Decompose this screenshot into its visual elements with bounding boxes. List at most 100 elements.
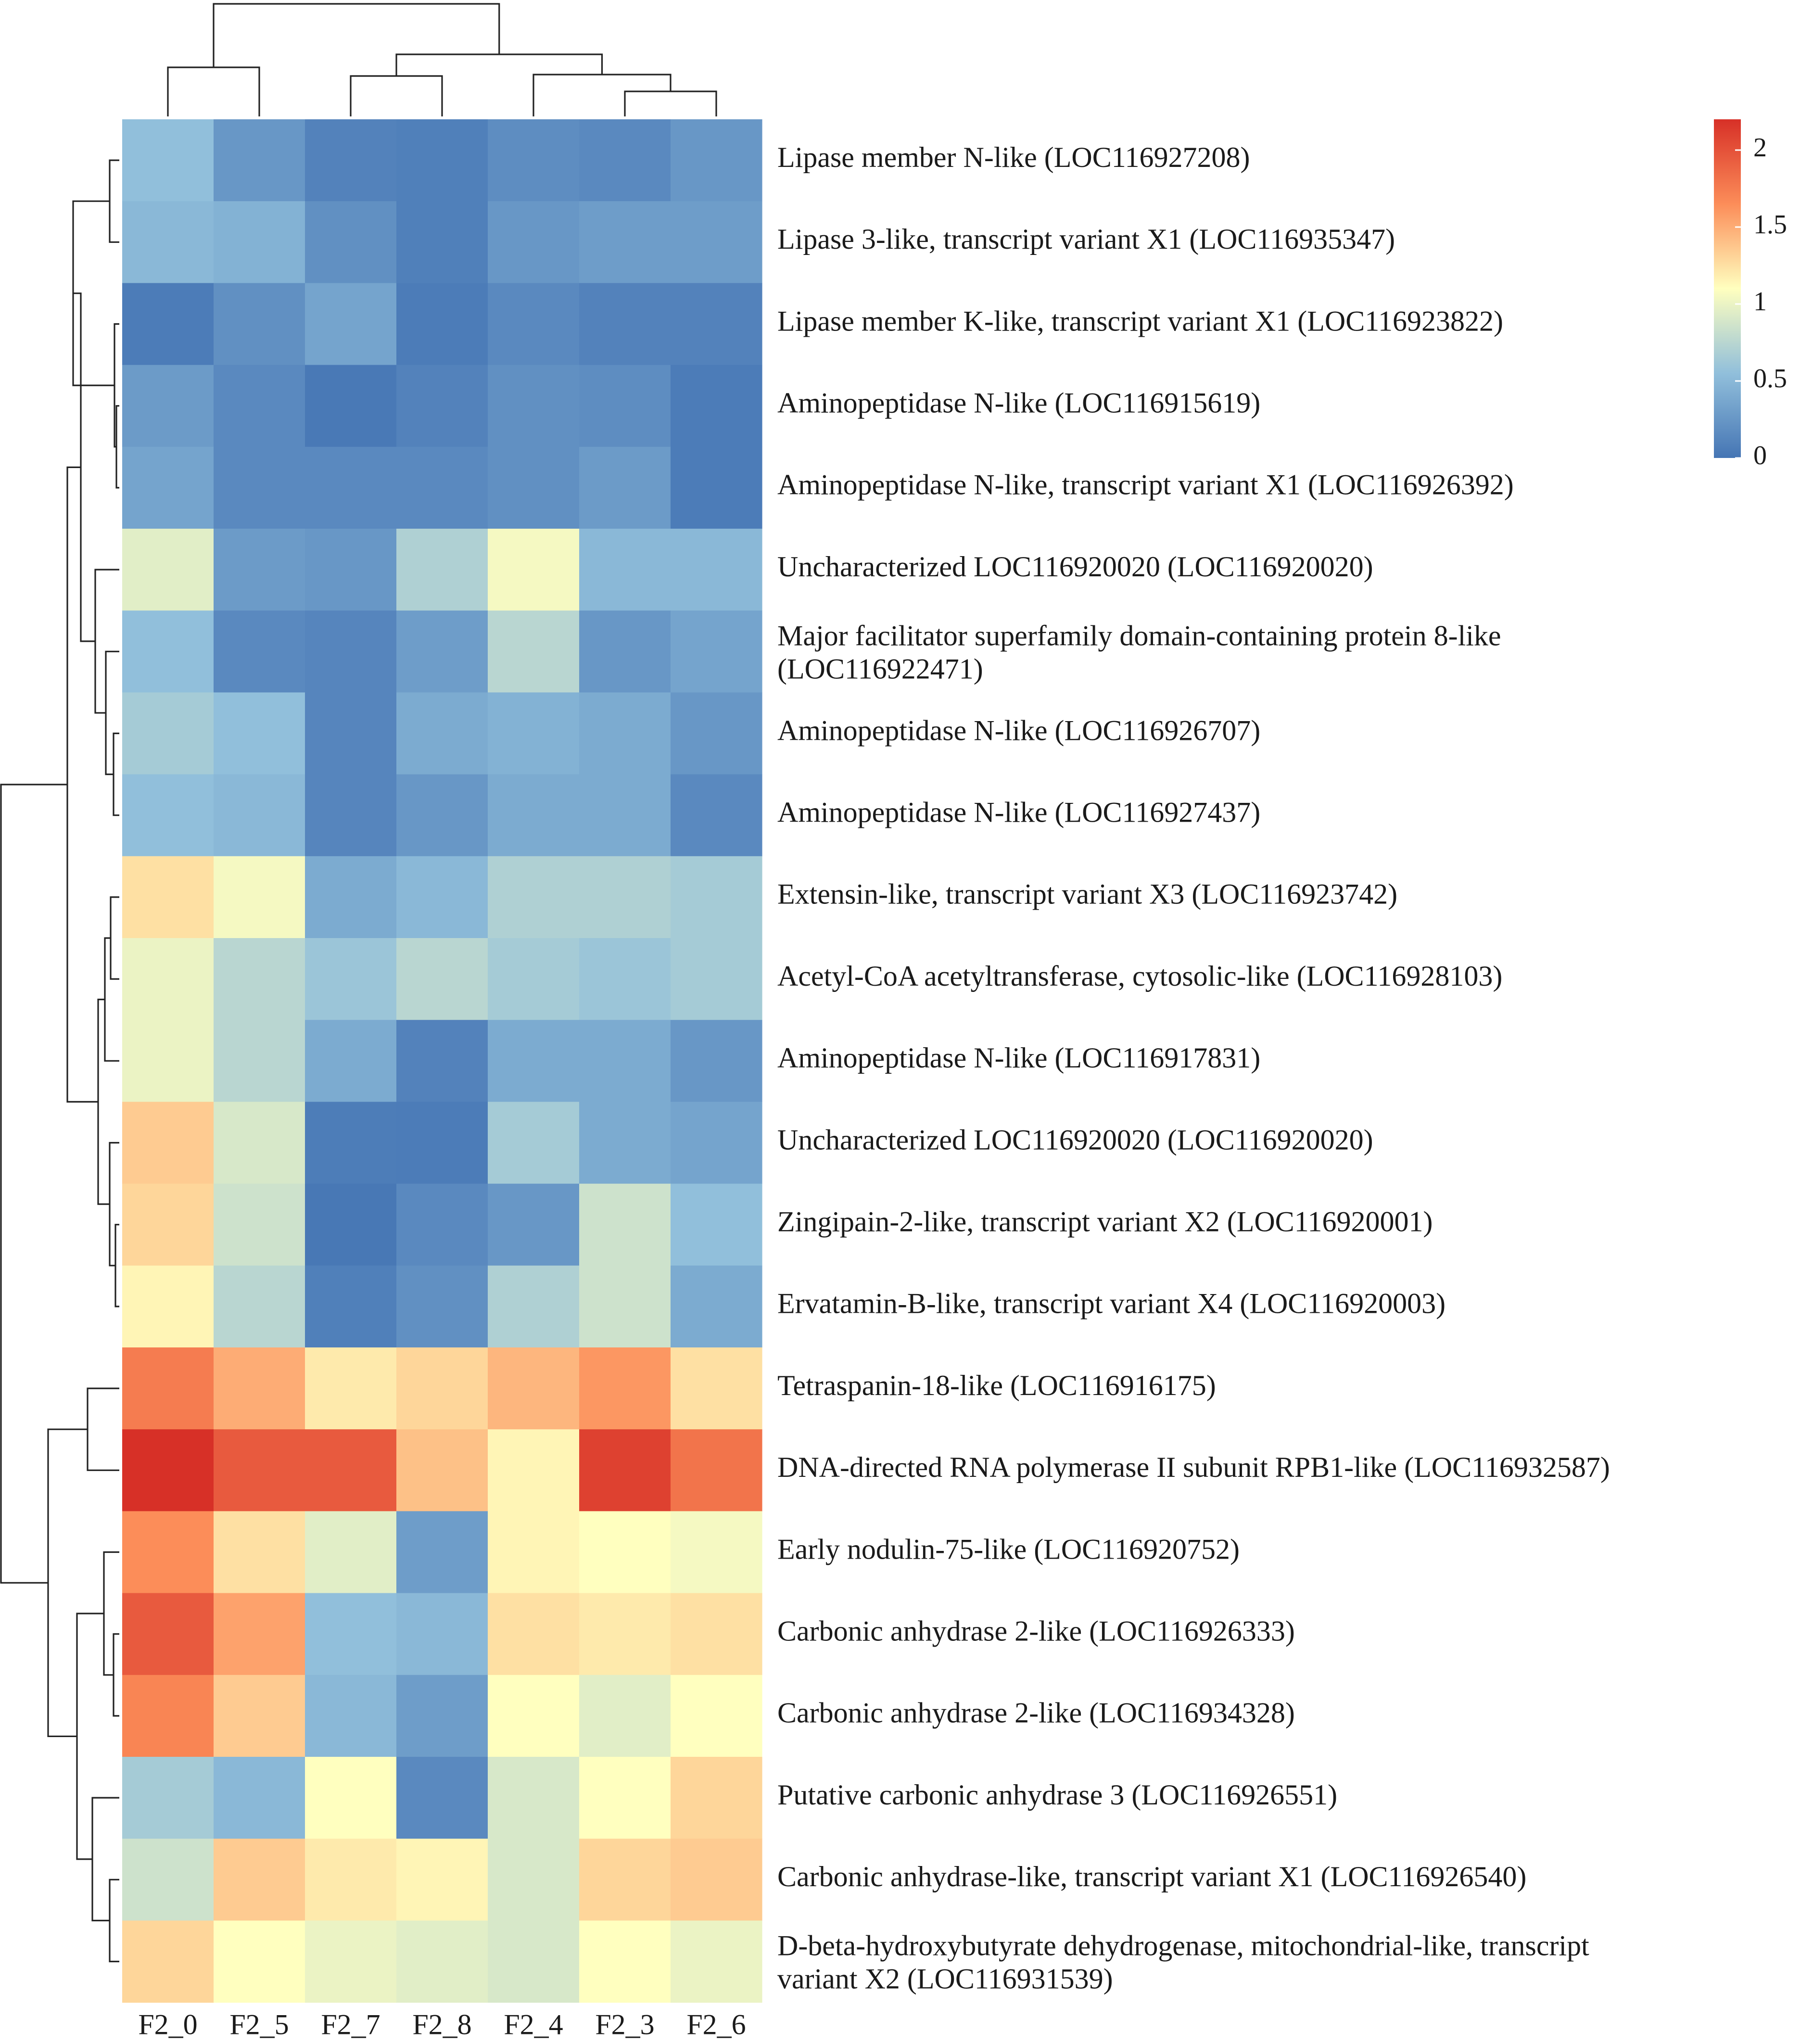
heatmap-cell — [396, 1511, 488, 1594]
row-label: Acetyl-CoA acetyltransferase, cytosolic-… — [777, 960, 1502, 992]
heatmap-cell — [579, 856, 671, 939]
column-dendrogram — [167, 3, 717, 116]
heatmap-cell — [671, 529, 762, 611]
heatmap-cell — [122, 1020, 214, 1102]
heatmap-cell — [488, 1183, 580, 1266]
heatmap-cell — [488, 692, 580, 775]
legend-tick-label: 1.5 — [1753, 210, 1787, 240]
heatmap-cell — [214, 1675, 305, 1757]
heatmap-cell — [488, 1675, 580, 1757]
heatmap-cell — [396, 365, 488, 447]
heatmap-cell — [488, 1102, 580, 1184]
heatmap-cell — [579, 1347, 671, 1430]
heatmap-cell — [396, 1183, 488, 1266]
heatmap-cell — [214, 1020, 305, 1102]
heatmap-cell — [305, 1593, 397, 1676]
heatmap-cell — [305, 283, 397, 366]
heatmap-cell — [488, 1265, 580, 1348]
heatmap-cell — [396, 1102, 488, 1184]
heatmap-cell — [396, 529, 488, 611]
heatmap-cell — [396, 774, 488, 857]
row-dendrogram — [0, 159, 119, 1963]
heatmap-cell — [214, 1839, 305, 1921]
heatmap-cell — [122, 1183, 214, 1266]
row-label: Putative carbonic anhydrase 3 (LOC116926… — [777, 1779, 1337, 1811]
heatmap-cell — [671, 446, 762, 529]
heatmap-cell — [671, 283, 762, 366]
heatmap-cell — [671, 1183, 762, 1266]
heatmap-cell — [305, 1183, 397, 1266]
heatmap-cell — [396, 692, 488, 775]
heatmap-cell — [671, 774, 762, 857]
heatmap-cell — [579, 1265, 671, 1348]
heatmap-cell — [671, 1511, 762, 1594]
heatmap-cell — [671, 1757, 762, 1839]
heatmap-cell — [122, 1347, 214, 1430]
heatmap-cell — [305, 1920, 397, 2003]
heatmap-cell — [579, 119, 671, 202]
column-label: F2_4 — [504, 2009, 563, 2041]
heatmap-cell — [671, 1020, 762, 1102]
column-label: F2_0 — [138, 2009, 197, 2041]
row-label: Aminopeptidase N-like (LOC116927437) — [777, 796, 1260, 828]
heatmap-cell — [122, 201, 214, 283]
heatmap-cell — [579, 1675, 671, 1757]
row-label: Tetraspanin-18-like (LOC116916175) — [777, 1370, 1216, 1401]
heatmap-cell — [305, 1347, 397, 1430]
row-label: Major facilitator superfamily domain-con… — [777, 620, 1501, 685]
heatmap-cell — [671, 1593, 762, 1676]
heatmap-cell — [579, 1511, 671, 1594]
heatmap-cell — [579, 938, 671, 1020]
heatmap-cell — [214, 938, 305, 1020]
heatmap-cell — [214, 1593, 305, 1676]
heatmap-cell — [214, 201, 305, 283]
heatmap-cell — [396, 1593, 488, 1676]
row-label: DNA-directed RNA polymerase II subunit R… — [777, 1451, 1610, 1483]
heatmap-cell — [671, 1839, 762, 1921]
heatmap-cell — [579, 446, 671, 529]
heatmap-cell — [579, 1102, 671, 1184]
row-label: Early nodulin-75-like (LOC116920752) — [777, 1533, 1240, 1565]
heatmap-cell — [488, 1429, 580, 1511]
heatmap-cell — [671, 692, 762, 775]
heatmap-cell — [305, 1265, 397, 1348]
heatmap-cell — [214, 283, 305, 366]
heatmap-cell — [122, 856, 214, 939]
heatmap-cell — [305, 610, 397, 693]
heatmap-cell — [671, 1102, 762, 1184]
heatmap-cell — [122, 1839, 214, 1921]
heatmap-cell — [671, 1265, 762, 1348]
heatmap-cell — [396, 1265, 488, 1348]
row-label: Uncharacterized LOC116920020 (LOC1169200… — [777, 1124, 1373, 1155]
column-label: F2_7 — [321, 2009, 380, 2041]
dendrogram-link — [0, 784, 67, 1584]
heatmap-cell — [214, 446, 305, 529]
row-labels: Lipase member N-like (LOC116927208) Lipas… — [777, 141, 1610, 1994]
heatmap-cell — [396, 119, 488, 202]
row-label: Carbonic anhydrase 2-like (LOC116926333) — [777, 1615, 1295, 1647]
heatmap-cell — [579, 1757, 671, 1839]
heatmap-cell — [579, 1920, 671, 2003]
heatmap-cell — [488, 119, 580, 202]
heatmap-cell — [396, 201, 488, 283]
heatmap-cell — [396, 856, 488, 939]
heatmap-cell — [305, 1102, 397, 1184]
heatmap-cell — [488, 1020, 580, 1102]
heatmap-cell — [488, 610, 580, 693]
heatmap-cell — [671, 365, 762, 447]
heatmap-cell — [488, 446, 580, 529]
heatmap-cell — [579, 1593, 671, 1676]
heatmap-cell — [122, 119, 214, 202]
heatmap-cell — [305, 529, 397, 611]
heatmap-cell — [396, 1839, 488, 1921]
heatmap-cell — [214, 774, 305, 857]
heatmap-cell — [396, 446, 488, 529]
heatmap-cell — [579, 201, 671, 283]
heatmap-cell — [122, 446, 214, 529]
heatmap-cell — [214, 1757, 305, 1839]
heatmap-cell — [122, 365, 214, 447]
heatmap-cell — [214, 1183, 305, 1266]
heatmap-cell — [396, 1347, 488, 1430]
heatmap-cell — [214, 610, 305, 693]
